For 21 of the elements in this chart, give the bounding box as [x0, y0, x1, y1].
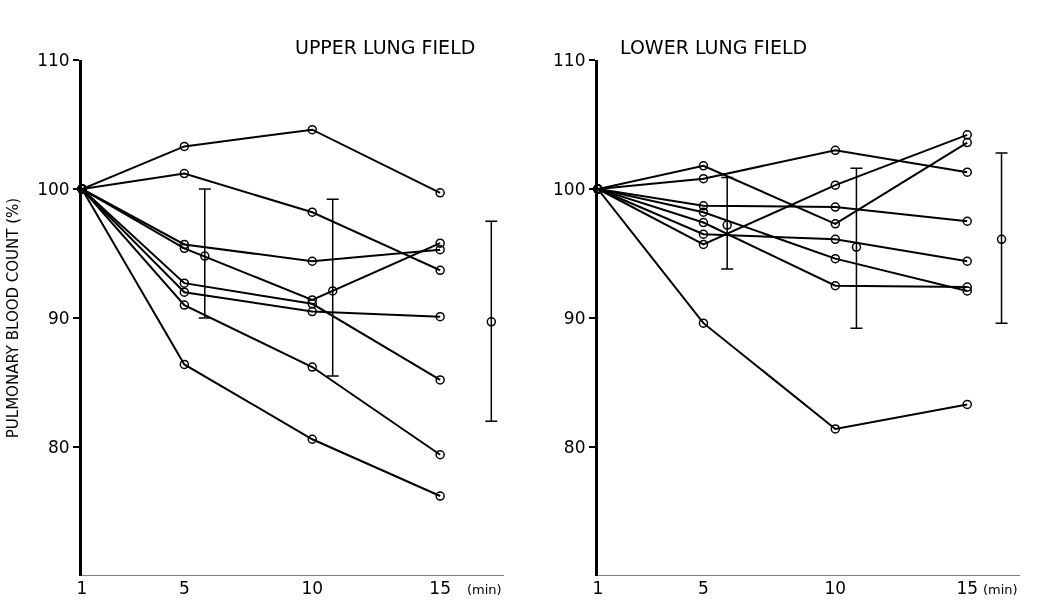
y-tick-label: 100	[553, 178, 586, 199]
y-tick-label: 110	[553, 49, 586, 70]
x-axis-title: (min)	[983, 582, 1018, 597]
x-tick-label: 5	[178, 578, 190, 598]
x-tick-label: 15	[429, 578, 451, 598]
y-tick-label: 110	[37, 49, 70, 70]
x-tick-label: 5	[698, 578, 709, 598]
x-tick-label: 1	[76, 578, 88, 598]
x-tick-label: 15	[956, 578, 979, 598]
y-tick-label: 80	[47, 436, 70, 457]
chart-title: LOWER LUNG FIELD	[620, 36, 808, 58]
x-tick-label: 10	[824, 578, 847, 598]
x-axis-title: (min)	[467, 582, 502, 597]
y-axis-title: PULMONARY BLOOD COUNT (%)	[4, 197, 23, 439]
chart-title: UPPER LUNG FIELD	[295, 36, 476, 58]
x-tick-label: 1	[592, 578, 604, 598]
y-tick-label: 80	[563, 436, 586, 457]
y-tick-label: 90	[563, 307, 586, 328]
x-tick-label: 10	[301, 578, 324, 598]
y-tick-label: 100	[37, 178, 70, 199]
y-tick-label: 90	[47, 307, 70, 328]
